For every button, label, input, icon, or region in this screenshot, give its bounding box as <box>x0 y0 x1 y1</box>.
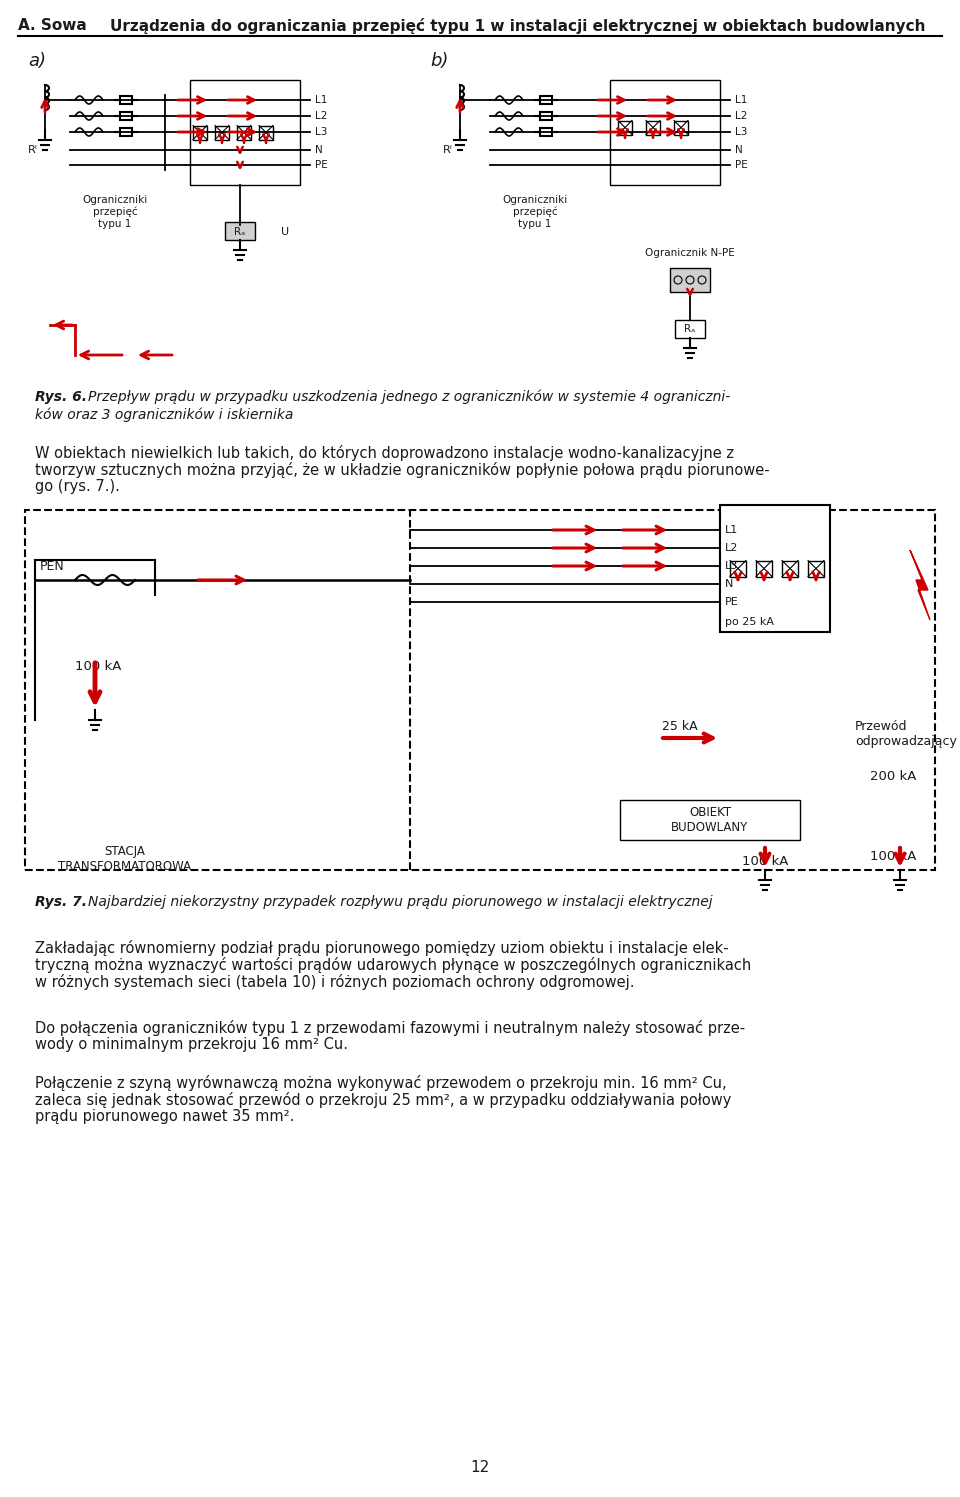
Text: 100 kA: 100 kA <box>870 850 917 862</box>
Bar <box>215 126 229 139</box>
Bar <box>646 120 660 135</box>
Bar <box>120 96 132 103</box>
Text: 25 kA: 25 kA <box>662 720 698 734</box>
Polygon shape <box>910 549 930 620</box>
Text: tworzyw sztucznych można przyjąć, że w układzie ograniczników popłynie połowa pr: tworzyw sztucznych można przyjąć, że w u… <box>35 463 770 478</box>
Bar <box>259 126 273 139</box>
Bar <box>675 320 705 338</box>
Bar <box>720 504 830 632</box>
Text: OBIEKT
BUDOWLANY: OBIEKT BUDOWLANY <box>671 805 749 834</box>
Text: L2: L2 <box>735 111 748 121</box>
Bar <box>193 126 207 139</box>
Text: a): a) <box>28 52 46 70</box>
Text: Zakładając równomierny podział prądu piorunowego pomiędzy uziom obiektu i instal: Zakładając równomierny podział prądu pio… <box>35 940 729 957</box>
Bar <box>618 120 632 135</box>
Text: Rᴵ: Rᴵ <box>444 145 453 156</box>
Text: PEN: PEN <box>40 560 64 572</box>
Text: PE: PE <box>315 160 327 171</box>
Bar <box>120 129 132 136</box>
Text: U: U <box>281 228 289 237</box>
Text: ków oraz 3 ograniczników i iskiernika: ków oraz 3 ograniczników i iskiernika <box>35 409 294 422</box>
Text: L3: L3 <box>315 127 327 138</box>
Text: wody o minimalnym przekroju 16 mm² Cu.: wody o minimalnym przekroju 16 mm² Cu. <box>35 1037 348 1052</box>
Text: 100 kA: 100 kA <box>742 855 788 868</box>
Bar <box>225 222 255 240</box>
Text: Urządzenia do ograniczania przepięć typu 1 w instalacji elektrycznej w obiektach: Urządzenia do ograniczania przepięć typu… <box>110 18 925 34</box>
Text: W obiektach niewielkich lub takich, do których doprowadzono instalacje wodno-kan: W obiektach niewielkich lub takich, do k… <box>35 445 734 461</box>
Text: Ogranicznik N-PE: Ogranicznik N-PE <box>645 249 734 257</box>
Bar <box>610 79 720 186</box>
Text: N: N <box>735 145 743 156</box>
Bar <box>540 96 552 103</box>
Text: N: N <box>725 579 733 588</box>
Text: 100 kA: 100 kA <box>75 660 121 674</box>
Text: Przewód
odprowadzający: Przewód odprowadzający <box>855 720 957 748</box>
Text: Rys. 6.: Rys. 6. <box>35 391 87 404</box>
Text: Rₐ: Rₐ <box>684 323 696 334</box>
Text: Rys. 7.: Rys. 7. <box>35 895 87 909</box>
Text: STACJA
TRANSFORMATOROWA: STACJA TRANSFORMATOROWA <box>59 844 192 873</box>
Text: Ograniczniki
przepięć
typu 1: Ograniczniki przepięć typu 1 <box>502 195 567 229</box>
Text: Ograniczniki
przepięć
typu 1: Ograniczniki przepięć typu 1 <box>83 195 148 229</box>
Text: L2: L2 <box>315 111 327 121</box>
Text: Połączenie z szyną wyrównawczą można wykonywać przewodem o przekroju min. 16 mm²: Połączenie z szyną wyrównawczą można wyk… <box>35 1075 727 1091</box>
Bar <box>674 120 688 135</box>
Text: N: N <box>315 145 323 156</box>
Bar <box>730 560 746 576</box>
Bar <box>120 112 132 120</box>
Text: tryczną można wyznaczyć wartości prądów udarowych płynące w poszczególnych ogran: tryczną można wyznaczyć wartości prądów … <box>35 957 752 973</box>
Bar <box>808 560 824 576</box>
Text: zaleca się jednak stosować przewód o przekroju 25 mm², a w przypadku oddziaływan: zaleca się jednak stosować przewód o prz… <box>35 1091 732 1108</box>
Bar <box>540 129 552 136</box>
Bar <box>670 268 710 292</box>
Text: prądu piorunowego nawet 35 mm².: prądu piorunowego nawet 35 mm². <box>35 1109 295 1124</box>
Text: L3: L3 <box>735 127 748 138</box>
Text: b): b) <box>430 52 448 70</box>
Text: Przepływ prądu w przypadku uszkodzenia jednego z ograniczników w systemie 4 ogra: Przepływ prądu w przypadku uszkodzenia j… <box>88 391 731 404</box>
Text: L1: L1 <box>735 94 748 105</box>
Text: go (rys. 7.).: go (rys. 7.). <box>35 479 120 494</box>
Text: Rᴵ: Rᴵ <box>28 145 38 156</box>
Bar <box>540 112 552 120</box>
Bar <box>25 510 935 870</box>
Text: PE: PE <box>725 597 739 606</box>
Bar <box>237 126 251 139</box>
Text: po 25 kA: po 25 kA <box>725 617 774 627</box>
Bar <box>756 560 772 576</box>
Text: 12: 12 <box>470 1460 490 1475</box>
Text: Rₐ: Rₐ <box>234 228 246 237</box>
Text: L3: L3 <box>725 561 738 570</box>
Text: 200 kA: 200 kA <box>870 769 917 783</box>
Bar <box>620 799 800 840</box>
Text: PE: PE <box>735 160 748 171</box>
Text: L1: L1 <box>725 525 738 534</box>
Bar <box>782 560 798 576</box>
Bar <box>190 79 300 186</box>
Text: A. Sowa: A. Sowa <box>18 18 86 33</box>
Text: L1: L1 <box>315 94 327 105</box>
Text: w różnych systemach sieci (tabela 10) i różnych poziomach ochrony odgromowej.: w różnych systemach sieci (tabela 10) i … <box>35 975 635 990</box>
Text: Do połączenia ograniczników typu 1 z przewodami fazowymi i neutralnym należy sto: Do połączenia ograniczników typu 1 z prz… <box>35 1019 745 1036</box>
Text: L2: L2 <box>725 543 738 552</box>
Text: Najbardziej niekorzystny przypadek rozpływu prądu piorunowego w instalacji elekt: Najbardziej niekorzystny przypadek rozpł… <box>88 895 712 909</box>
